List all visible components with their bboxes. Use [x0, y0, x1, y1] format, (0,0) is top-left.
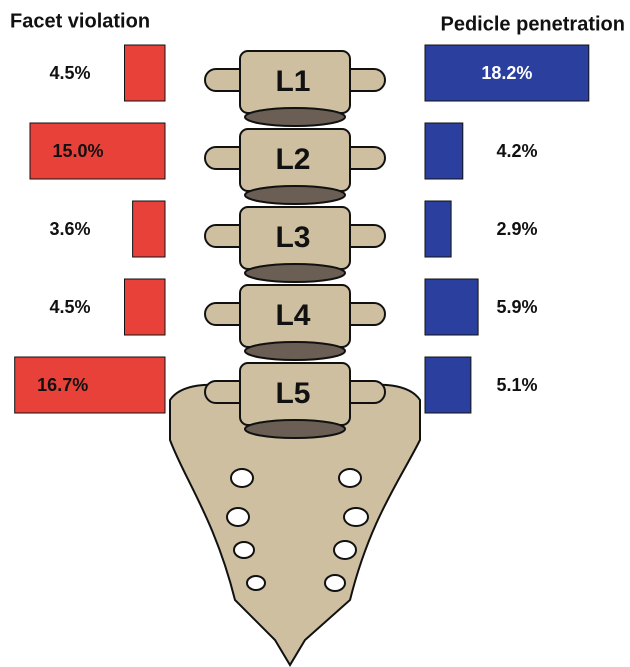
right-title: Pedicle penetration [441, 13, 626, 35]
bar [425, 279, 478, 335]
value-label: 5.1% [496, 375, 537, 395]
disc [245, 420, 345, 438]
vertebra-label: L5 [275, 377, 310, 410]
bar [125, 279, 166, 335]
left-title: Facet violation [10, 10, 150, 32]
vertebra-label: L1 [275, 65, 310, 98]
bar [425, 123, 463, 179]
chart: Facet violation Pedicle penetration 4.5%… [0, 0, 630, 667]
disc [245, 264, 345, 282]
vertebra-label: L4 [275, 299, 310, 332]
disc [245, 342, 345, 360]
vertebra-label: L2 [275, 143, 310, 176]
value-label: 16.7% [37, 375, 88, 395]
value-label: 4.5% [49, 297, 90, 317]
bar [133, 201, 165, 257]
disc [245, 108, 345, 126]
vertebra-label: L3 [275, 221, 310, 254]
value-label: 18.2% [481, 63, 532, 83]
disc [245, 186, 345, 204]
value-label: 5.9% [496, 297, 537, 317]
bar [125, 45, 166, 101]
value-label: 15.0% [52, 141, 103, 161]
bar [425, 357, 471, 413]
value-label: 2.9% [496, 219, 537, 239]
value-label: 4.5% [49, 63, 90, 83]
bar [425, 201, 451, 257]
value-label: 4.2% [496, 141, 537, 161]
value-label: 3.6% [49, 219, 90, 239]
